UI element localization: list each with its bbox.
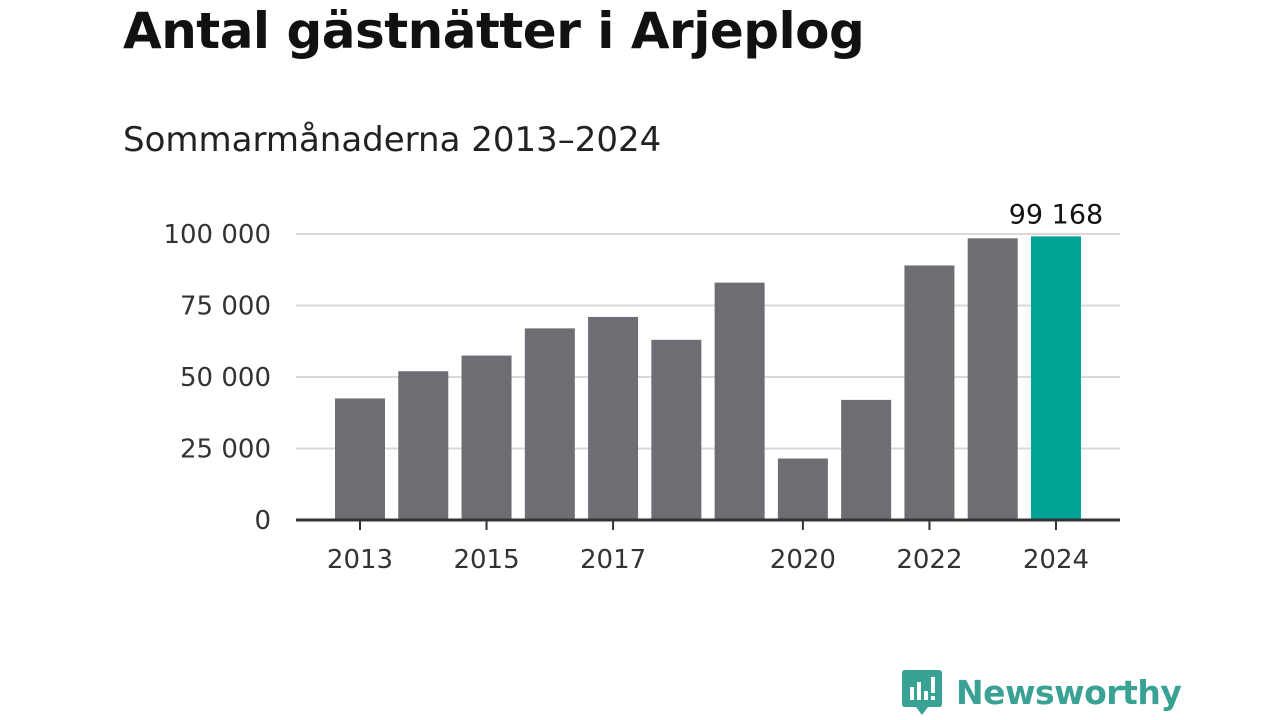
bar-2024	[1030, 236, 1081, 520]
chart-subtitle: Sommarmånaderna 2013–2024	[123, 120, 662, 160]
chart-title: Antal gästnätter i Arjeplog	[123, 2, 865, 60]
bars	[335, 236, 1081, 521]
y-tick-label: 50 000	[180, 363, 271, 393]
bar-2018	[651, 339, 702, 520]
y-tick-label: 100 000	[163, 220, 271, 250]
bar-2014	[398, 371, 449, 520]
brand-name: Newsworthy	[956, 673, 1182, 712]
bar-2017	[588, 316, 639, 520]
bar-2013	[335, 398, 385, 520]
x-tick-label: 2015	[453, 545, 519, 575]
bar-2023	[967, 238, 1018, 521]
newsworthy-brand: Newsworthy	[902, 670, 1182, 720]
bar-2021	[841, 399, 892, 520]
y-tick-label: 25 000	[180, 435, 271, 465]
y-tick-label: 75 000	[180, 292, 271, 322]
x-tick-label: 2022	[896, 545, 962, 575]
bar-2022	[904, 265, 955, 520]
x-tick-label: 2013	[327, 545, 393, 575]
bar-2019	[714, 282, 765, 520]
x-tick-label: 2024	[1023, 545, 1089, 575]
x-tick-label: 2017	[580, 545, 646, 575]
y-tick-label: 0	[254, 506, 271, 536]
labels: 0 25 000 50 000 75 000 100 000 2013 2015 2017 20…	[163, 199, 1103, 575]
axes	[296, 518, 1120, 530]
bar-2016	[524, 328, 575, 520]
data-label: 99 168	[1009, 199, 1103, 230]
newsworthy-logo-icon	[902, 670, 942, 715]
bar-2015	[461, 355, 512, 520]
x-tick-label: 2020	[770, 545, 836, 575]
bar-2020	[777, 458, 828, 520]
